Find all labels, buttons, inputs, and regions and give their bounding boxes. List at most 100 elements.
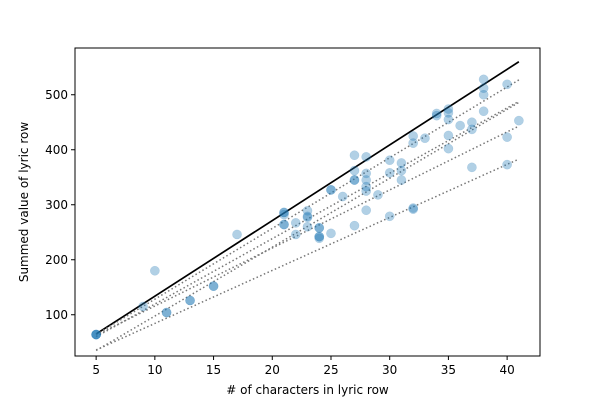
reference-line-5	[95, 125, 520, 336]
data-point	[478, 106, 489, 117]
data-point	[161, 307, 172, 318]
data-point	[161, 307, 172, 318]
data-point	[326, 228, 336, 239]
data-point	[185, 295, 195, 306]
reference-lines	[95, 61, 520, 352]
data-point	[514, 115, 524, 126]
data-point	[478, 89, 489, 100]
data-point	[302, 211, 313, 222]
data-point	[208, 281, 219, 291]
data-point	[478, 83, 489, 94]
data-point	[290, 229, 301, 240]
data-point	[349, 175, 360, 185]
data-point	[290, 218, 301, 228]
data-point	[408, 138, 419, 148]
data-point	[431, 108, 442, 119]
y-tick-label: 100	[45, 308, 68, 322]
data-point	[302, 212, 313, 223]
data-point	[349, 165, 360, 176]
data-point	[279, 207, 289, 218]
reference-line-6	[95, 158, 520, 351]
data-point	[396, 165, 407, 176]
data-point	[502, 159, 512, 170]
x-axis-ticks: 5 10 15 20 25 30 35 40	[92, 356, 515, 377]
data-point	[384, 155, 395, 166]
reference-line-3	[95, 100, 520, 338]
data-point	[443, 130, 454, 141]
data-point	[408, 131, 419, 141]
data-point	[361, 168, 372, 179]
data-point	[138, 301, 148, 312]
data-point	[185, 295, 195, 306]
x-tick-label: 30	[382, 363, 397, 377]
y-tick-label: 500	[45, 88, 68, 102]
x-tick-label: 25	[323, 363, 338, 377]
data-point	[431, 110, 442, 121]
x-tick-label: 20	[265, 363, 280, 377]
data-point	[443, 114, 454, 125]
y-axis-ticks: 100 200 300 400 500	[45, 88, 75, 322]
data-point	[384, 168, 395, 178]
data-point	[349, 220, 360, 231]
data-point	[408, 204, 419, 214]
data-point	[149, 265, 160, 276]
x-tick-label: 15	[206, 363, 221, 377]
data-point	[443, 104, 454, 114]
data-point	[361, 175, 372, 185]
x-tick-label: 5	[92, 363, 100, 377]
data-point	[443, 143, 454, 154]
data-point	[467, 117, 477, 128]
data-point	[91, 329, 101, 340]
reference-line-4	[95, 101, 520, 352]
data-point	[349, 150, 360, 161]
data-point	[502, 79, 512, 90]
data-point	[232, 229, 242, 240]
data-point	[326, 185, 336, 195]
data-point	[314, 231, 325, 242]
data-point	[91, 329, 101, 340]
x-axis-label: # of characters in lyric row	[226, 383, 389, 397]
data-point	[349, 175, 360, 185]
data-point	[91, 329, 101, 340]
data-point	[361, 205, 372, 216]
y-axis-label: Summed value of lyric row	[17, 122, 31, 283]
data-point	[314, 223, 325, 233]
data-point	[361, 152, 372, 162]
y-tick-label: 300	[45, 198, 68, 212]
data-points	[91, 74, 524, 340]
data-point	[314, 223, 325, 233]
y-tick-label: 200	[45, 253, 68, 267]
reference-line-1	[95, 61, 520, 335]
data-point	[279, 207, 289, 218]
y-tick-label: 400	[45, 143, 68, 157]
data-point	[302, 221, 313, 232]
data-point	[279, 219, 289, 230]
data-point	[396, 175, 407, 185]
data-point	[337, 191, 348, 202]
data-point	[420, 133, 430, 144]
data-point	[467, 162, 477, 173]
data-point	[478, 74, 489, 85]
data-point	[279, 209, 289, 220]
data-point	[361, 186, 372, 196]
x-tick-label: 10	[147, 363, 162, 377]
data-point	[384, 211, 395, 222]
data-point	[443, 108, 454, 118]
x-tick-label: 35	[441, 363, 456, 377]
data-point	[314, 231, 325, 242]
data-point	[455, 120, 466, 131]
data-point	[208, 281, 219, 291]
data-point	[502, 132, 512, 142]
data-point	[302, 205, 313, 216]
data-point	[326, 185, 336, 195]
axes-frame	[74, 47, 541, 357]
data-point	[279, 219, 289, 230]
data-point	[408, 203, 419, 213]
data-point	[373, 190, 383, 200]
data-point	[314, 233, 325, 244]
data-point	[396, 158, 407, 168]
data-point	[467, 124, 477, 135]
data-point	[91, 329, 101, 340]
data-point	[361, 181, 372, 192]
